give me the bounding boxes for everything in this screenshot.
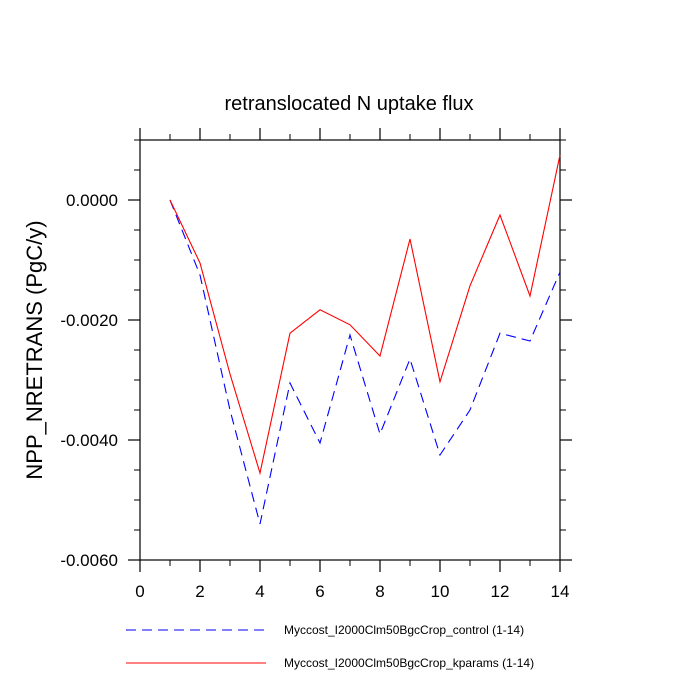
y-tick-label: -0.0040 (60, 431, 118, 450)
x-tick-label: 8 (375, 582, 384, 601)
legend-label-1: Myccost_I2000Clm50BgcCrop_control (1-14) (284, 623, 524, 637)
x-tick-label: 2 (195, 582, 204, 601)
chart-title: retranslocated N uptake flux (224, 93, 473, 115)
x-tick-label: 14 (551, 582, 570, 601)
y-tick-label: -0.0020 (60, 311, 118, 330)
y-axis-label: NPP_NRETRANS (PgC/y) (22, 220, 47, 479)
x-tick-label: 6 (315, 582, 324, 601)
x-tick-label: 4 (255, 582, 264, 601)
series-line-2 (169, 154, 561, 476)
plot-frame (139, 139, 561, 561)
x-tick-label: 12 (491, 582, 510, 601)
legend: Myccost_I2000Clm50BgcCrop_control (1-14)… (126, 623, 534, 670)
y-tick-label: -0.0060 (60, 551, 118, 570)
x-tick-label: 0 (135, 582, 144, 601)
series-line-1 (169, 199, 561, 525)
x-tick-label: 10 (431, 582, 450, 601)
y-tick-label: 0.0000 (66, 191, 118, 210)
axis-tick-labels: 0 2 4 6 8 10 12 14 0.0000 -0.0020 -0.0040 -0.0060 (60, 191, 569, 601)
legend-label-2: Myccost_I2000Clm50BgcCrop_kparams (1-14) (284, 656, 534, 670)
axis-ticks (128, 128, 572, 572)
series-lines (169, 154, 561, 525)
